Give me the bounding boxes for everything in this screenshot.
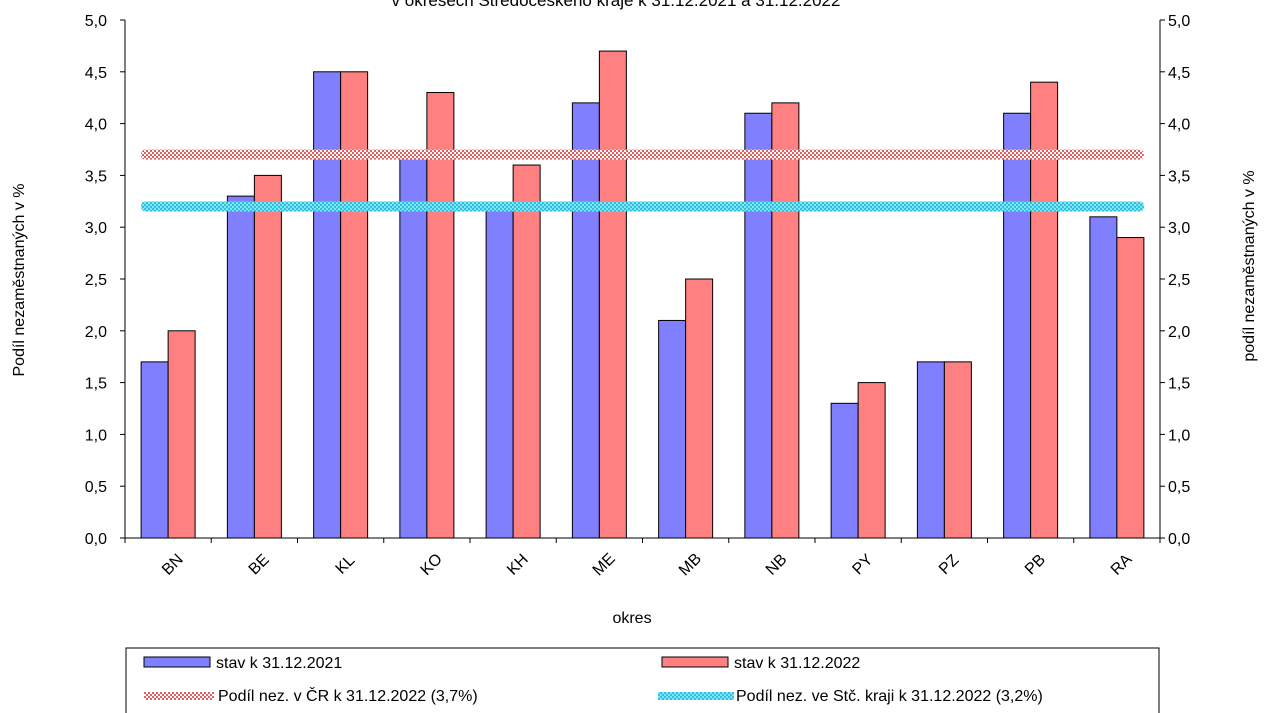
- reference-line-cr: [141, 149, 1144, 160]
- y-axis-title-right: podíl nezaměstnaných v %: [1241, 170, 1258, 361]
- y-tick-label-right: 4,5: [1168, 65, 1190, 82]
- x-axis-title: okres: [612, 610, 651, 627]
- y-tick-label-right: 4,0: [1168, 117, 1190, 134]
- bar-2022-be: [253, 174, 282, 539]
- x-tick-label-kh: KH: [504, 551, 532, 579]
- bar-2021-pb: [1003, 112, 1032, 539]
- legend-swatch-cr: [144, 692, 214, 700]
- bar-2022-pz: [943, 361, 972, 539]
- x-tick-label-be: BE: [246, 551, 273, 578]
- y-tick-label-left: 3,5: [85, 168, 107, 185]
- bar-2021-ra: [1089, 216, 1118, 539]
- bar-2021-kh: [485, 205, 514, 539]
- x-tick-label-py: PY: [849, 551, 876, 578]
- y-tick-label-left: 0,0: [85, 531, 107, 548]
- bar-2022-kh: [512, 164, 541, 539]
- x-tick-label-pz: PZ: [936, 551, 963, 578]
- legend-label-2022: stav k 31.12.2022: [734, 655, 860, 672]
- bar-2022-mb: [685, 278, 714, 539]
- bar-2021-bn: [140, 361, 169, 539]
- x-tick-label-mb: MB: [676, 550, 705, 579]
- y-tick-label-right: 2,5: [1168, 272, 1190, 289]
- x-tick-label-me: ME: [590, 550, 619, 579]
- bar-2021-ko: [399, 154, 428, 539]
- y-tick-label-right: 0,5: [1168, 479, 1190, 496]
- bar-2022-nb: [771, 102, 800, 539]
- y-tick-label-left: 3,0: [85, 220, 107, 237]
- y-tick-label-right: 3,5: [1168, 168, 1190, 185]
- x-tick-label-nb: NB: [763, 551, 791, 579]
- bar-2021-py: [830, 402, 859, 539]
- bar-2021-nb: [744, 112, 773, 539]
- legend-label-2021: stav k 31.12.2021: [216, 655, 342, 672]
- bar-2021-pz: [916, 361, 945, 539]
- bar-2022-ra: [1116, 237, 1145, 539]
- bar-2022-bn: [167, 330, 196, 539]
- y-tick-label-left: 1,0: [85, 427, 107, 444]
- y-tick-label-left: 4,5: [85, 65, 107, 82]
- y-tick-label-right: 5,0: [1168, 13, 1190, 30]
- y-tick-label-left: 1,5: [85, 376, 107, 393]
- y-tick-label-right: 0,0: [1168, 531, 1190, 548]
- reference-line-kraj: [141, 201, 1144, 212]
- y-tick-label-left: 2,0: [85, 324, 107, 341]
- legend: stav k 31.12.2021 stav k 31.12.2022 Podí…: [125, 647, 1160, 713]
- y-tick-label-right: 2,0: [1168, 324, 1190, 341]
- plot-area: 0,0 0,0 0,5 0,5 1,0 1,0 1,5 1,5 2,0 2,0 2,5 2,5 3,0 3…: [85, 13, 1191, 579]
- y-axis-title-left: Podíl nezaměstnaných v %: [11, 184, 28, 377]
- bar-2021-kl: [313, 71, 342, 539]
- bar-2022-ko: [426, 92, 455, 539]
- bar-2021-mb: [658, 319, 687, 539]
- bar-2022-kl: [340, 71, 369, 539]
- y-tick-label-right: 3,0: [1168, 220, 1190, 237]
- legend-label-cr: Podíl nez. v ČR k 31.12.2022 (3,7%): [218, 686, 478, 705]
- y-tick-label-left: 4,0: [85, 117, 107, 134]
- bar-2021-me: [571, 102, 600, 539]
- x-tick-label-kl: KL: [333, 552, 359, 578]
- x-tick-label-ko: KO: [418, 551, 446, 579]
- x-tick-label-pb: PB: [1022, 551, 1049, 578]
- y-tick-label-right: 1,0: [1168, 427, 1190, 444]
- bar-2022-me: [598, 50, 627, 539]
- legend-label-kraj: Podíl nez. ve Stč. kraji k 31.12.2022 (3…: [736, 688, 1043, 705]
- y-tick-label-left: 2,5: [85, 272, 107, 289]
- legend-swatch-2022: [661, 656, 729, 668]
- bar-2022-py: [857, 382, 886, 539]
- legend-swatch-2021: [143, 656, 211, 668]
- chart-title: v okresech Středočeského kraje k 31.12.2…: [392, 0, 841, 10]
- x-tick-label-ra: RA: [1108, 551, 1136, 579]
- y-tick-label-left: 5,0: [85, 13, 107, 30]
- x-tick-label-bn: BN: [159, 551, 187, 579]
- y-tick-label-right: 1,5: [1168, 376, 1190, 393]
- bar-2021-be: [226, 195, 255, 539]
- legend-frame: [125, 647, 1160, 713]
- legend-swatch-kraj: [658, 692, 734, 700]
- y-tick-label-left: 0,5: [85, 479, 107, 496]
